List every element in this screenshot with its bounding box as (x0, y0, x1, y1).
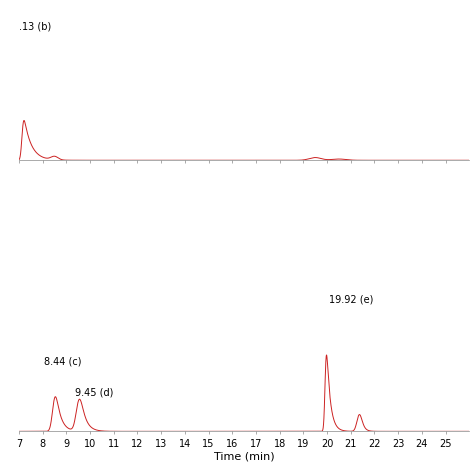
Text: .13 (b): .13 (b) (19, 21, 51, 32)
Text: 9.45 (d): 9.45 (d) (75, 387, 113, 397)
X-axis label: Time (min): Time (min) (214, 452, 274, 462)
Text: 19.92 (e): 19.92 (e) (328, 294, 373, 304)
Text: 8.44 (c): 8.44 (c) (44, 356, 81, 366)
